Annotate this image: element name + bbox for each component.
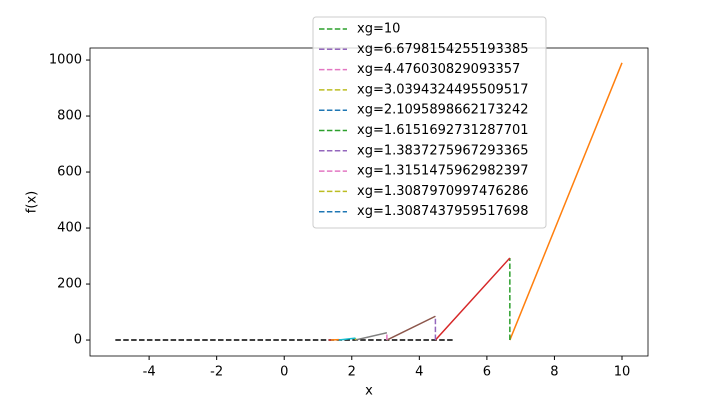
y-tick-label: 200 [57, 277, 82, 292]
x-tick-label: 0 [280, 365, 288, 380]
x-axis-label: x [365, 384, 373, 399]
y-tick-label: 0 [74, 333, 82, 348]
x-tick-label: 2 [348, 365, 356, 380]
legend-label: xg=1.6151692731287701 [357, 123, 529, 138]
x-tick-label: 10 [614, 365, 631, 380]
legend-label: xg=10 [357, 22, 400, 37]
y-tick-label: 1000 [49, 53, 82, 68]
legend-label: xg=1.3087437959517698 [357, 204, 529, 219]
legend-label: xg=2.1095898662173242 [357, 103, 529, 118]
legend-label: xg=6.6798154255193385 [357, 42, 529, 57]
y-axis-label: f(x) [25, 191, 40, 213]
y-tick-label: 600 [57, 165, 82, 180]
tangent-line [355, 332, 388, 341]
legend-label: xg=3.0394324495509517 [357, 82, 529, 97]
x-tick-label: 6 [483, 365, 491, 380]
x-tick-label: 4 [415, 365, 423, 380]
legend-label: xg=1.3837275967293365 [357, 143, 529, 158]
legend-label: xg=4.476030829093357 [357, 62, 520, 77]
tangent-line [509, 62, 623, 341]
y-tick-label: 800 [57, 109, 82, 124]
x-tick-label: 8 [550, 365, 558, 380]
legend-label: xg=1.3151475962982397 [357, 164, 529, 179]
x-tick-label: -2 [210, 365, 223, 380]
tangent-line [386, 315, 436, 341]
tangent-line [434, 257, 511, 341]
tangent-line [338, 337, 356, 341]
legend-box [312, 16, 547, 229]
legend-label: xg=1.3087970997476286 [357, 184, 529, 199]
x-tick-label: -4 [143, 365, 156, 380]
y-tick-label: 400 [57, 221, 82, 236]
